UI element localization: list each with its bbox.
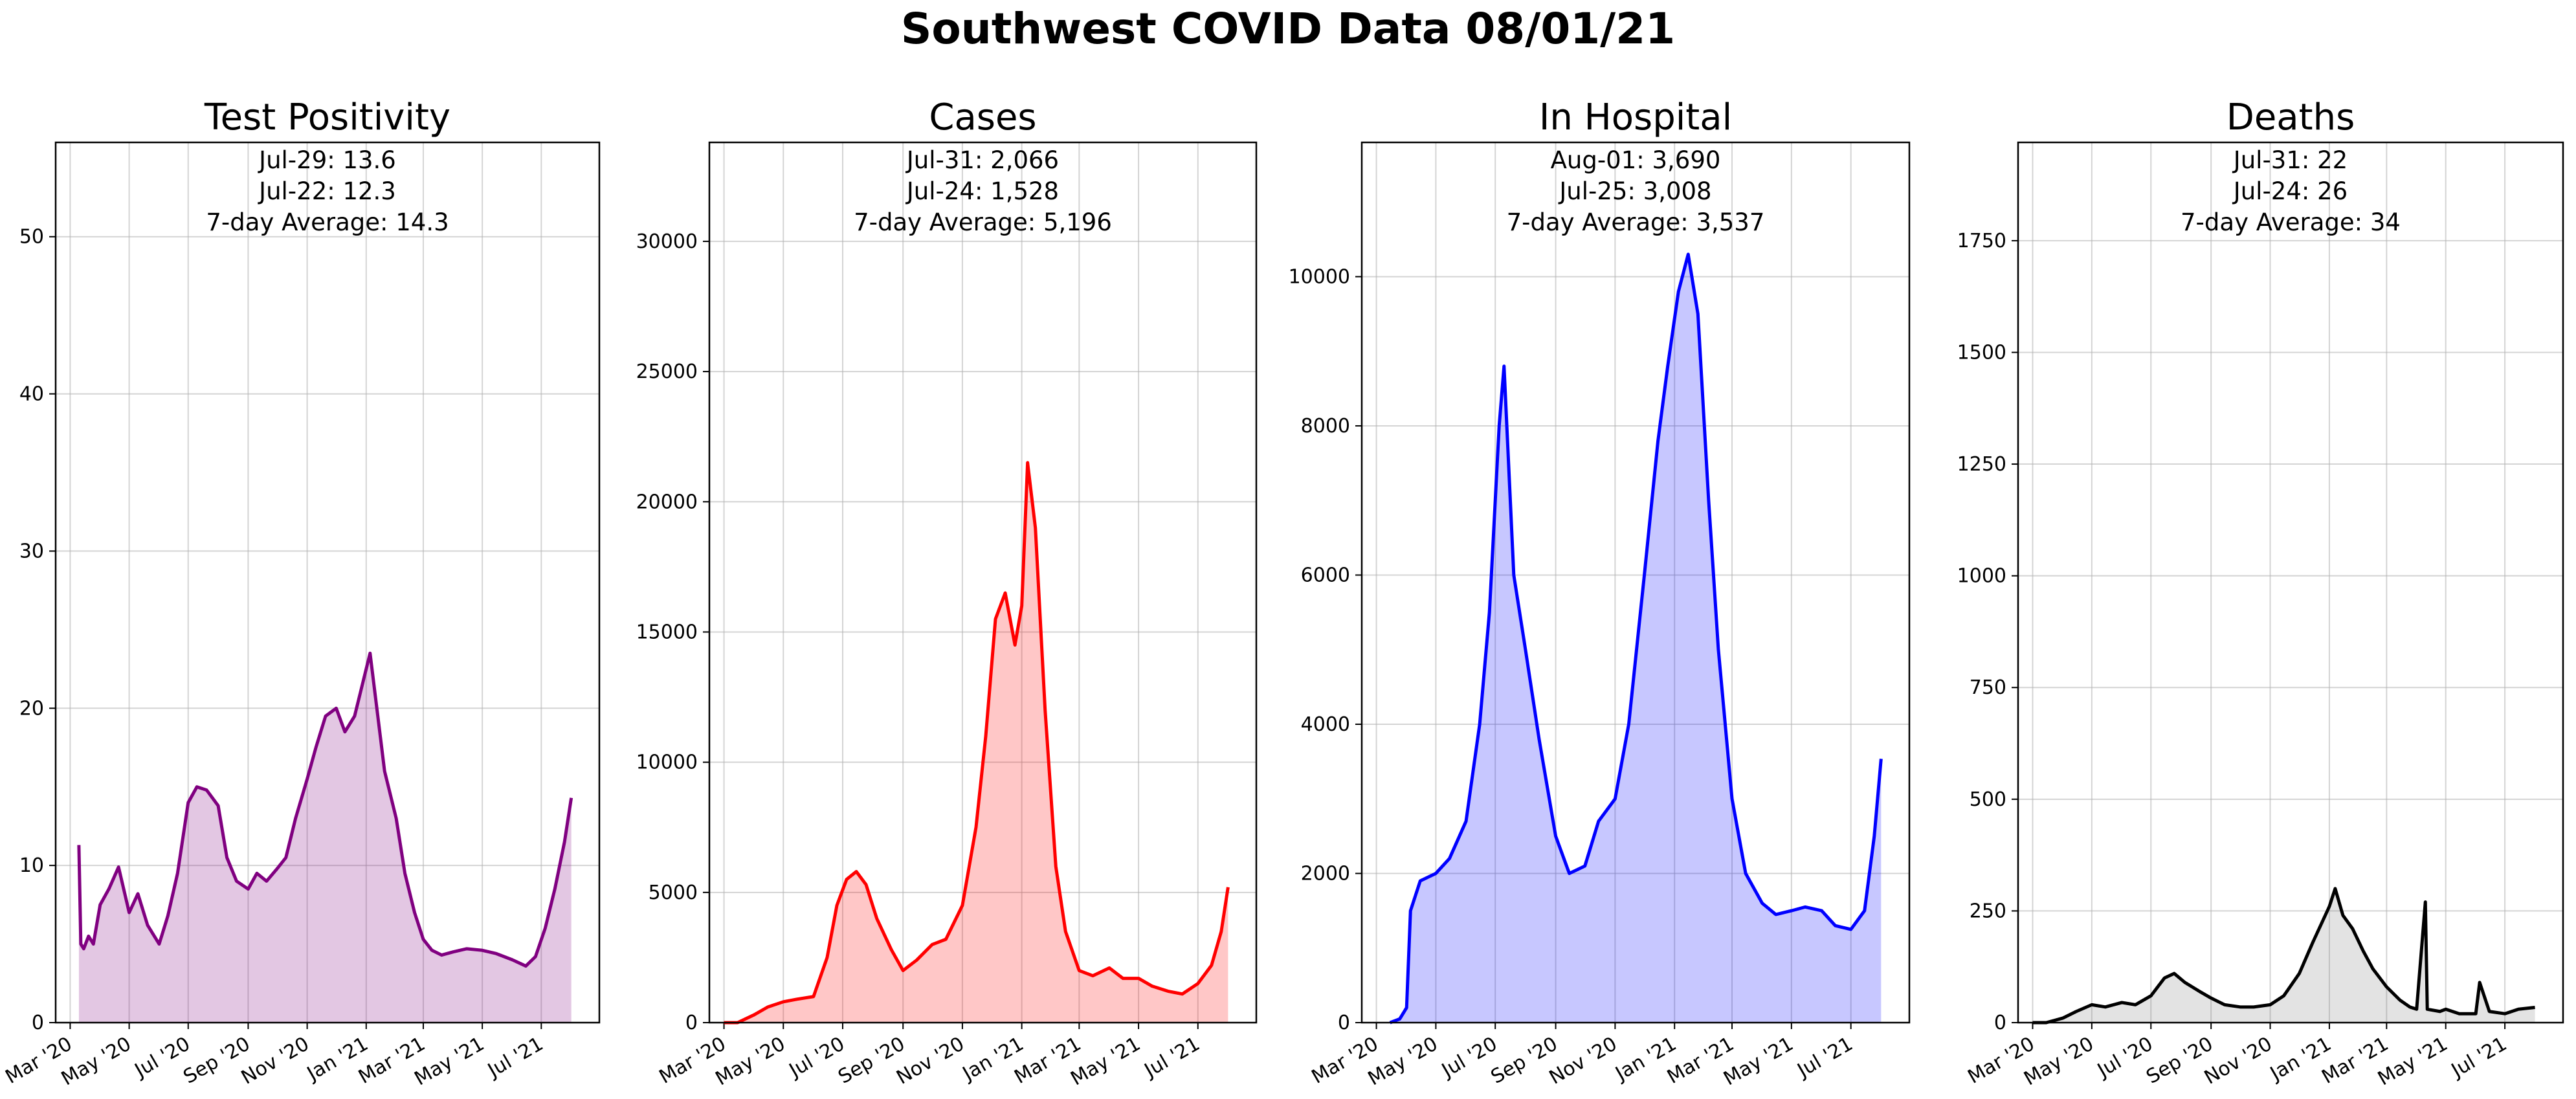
series-line [77, 651, 573, 968]
y-tick-label: 1000 [1957, 565, 2006, 588]
y-tick-label: 10000 [1289, 265, 1350, 288]
x-tick-label: Jul '21 [2447, 1032, 2511, 1082]
x-tick-label: Sep '20 [834, 1032, 909, 1089]
series-area [1390, 254, 1882, 1023]
figure-title: Southwest COVID Data 08/01/21 [900, 4, 1676, 54]
y-tick-label: 0 [685, 1012, 698, 1034]
y-tick-label: 30000 [636, 230, 698, 253]
y-tick-label: 6000 [1301, 564, 1350, 586]
y-tick-label: 30 [19, 540, 44, 562]
x-tick-label: Jul '21 [1793, 1032, 1857, 1082]
x-tick-label: Sep '20 [2142, 1032, 2217, 1089]
y-tick-label: 50 [19, 226, 44, 249]
y-tick-label: 1250 [1957, 453, 2006, 476]
y-tick-label: 20 [19, 697, 44, 720]
annotation-text: Jul-29: 13.6 [258, 146, 396, 174]
x-tick-label: Nov '20 [893, 1032, 968, 1089]
x-tick-label: Jul '21 [483, 1032, 547, 1082]
y-tick-label: 1500 [1957, 341, 2006, 364]
chart-title: Deaths [2226, 96, 2355, 139]
series-line [1389, 252, 1883, 1025]
annotation-text: 7-day Average: 14.3 [206, 208, 449, 236]
series-area [2032, 888, 2535, 1023]
y-tick-label: 25000 [636, 361, 698, 383]
series-line [724, 461, 1230, 1025]
annotation-text: 7-day Average: 34 [2181, 208, 2401, 236]
annotation-text: 7-day Average: 5,196 [854, 208, 1112, 236]
chart-title: In Hospital [1539, 96, 1732, 139]
annotation-text: Jul-25: 3,008 [1558, 177, 1711, 205]
y-tick-label: 4000 [1301, 713, 1350, 736]
y-tick-label: 10000 [636, 751, 698, 774]
series-area [78, 653, 572, 1023]
series-line [2032, 887, 2535, 1025]
y-tick-label: 40 [19, 383, 44, 406]
annotation-text: Jul-22: 12.3 [258, 177, 396, 205]
y-tick-label: 0 [32, 1012, 44, 1034]
annotation-text: Jul-31: 22 [2232, 146, 2348, 174]
x-tick-label: Jul '21 [1140, 1032, 1204, 1082]
y-tick-label: 500 [1970, 788, 2006, 811]
y-tick-label: 10 [19, 854, 44, 877]
x-tick-label: Nov '20 [238, 1032, 313, 1089]
y-tick-label: 5000 [649, 882, 698, 904]
y-tick-label: 1750 [1957, 230, 2006, 252]
chart-title: Test Positivity [204, 96, 450, 139]
x-tick-label: Sep '20 [1487, 1032, 1562, 1089]
annotation-text: 7-day Average: 3,537 [1507, 208, 1765, 236]
y-tick-label: 8000 [1301, 415, 1350, 438]
y-tick-label: 2000 [1301, 862, 1350, 885]
y-tick-label: 0 [1994, 1012, 2006, 1034]
plot-frame [1360, 141, 1911, 1024]
y-tick-label: 250 [1970, 900, 2006, 922]
x-tick-label: Sep '20 [180, 1032, 254, 1089]
plot-frame [2017, 141, 2564, 1024]
annotation-text: Jul-31: 2,066 [905, 146, 1059, 174]
plot-frame [54, 141, 601, 1024]
y-tick-label: 20000 [636, 491, 698, 513]
annotation-text: Aug-01: 3,690 [1551, 146, 1721, 174]
series-area [724, 462, 1228, 1023]
y-tick-label: 750 [1970, 676, 2006, 699]
annotation-text: Jul-24: 26 [2232, 177, 2348, 205]
x-tick-label: Nov '20 [1546, 1032, 1621, 1089]
x-tick-label: Nov '20 [2201, 1032, 2276, 1089]
plot-frame [708, 141, 1258, 1024]
y-tick-label: 0 [1338, 1012, 1350, 1034]
chart-title: Cases [929, 96, 1036, 139]
y-tick-label: 15000 [636, 621, 698, 643]
annotation-text: Jul-24: 1,528 [905, 177, 1059, 205]
